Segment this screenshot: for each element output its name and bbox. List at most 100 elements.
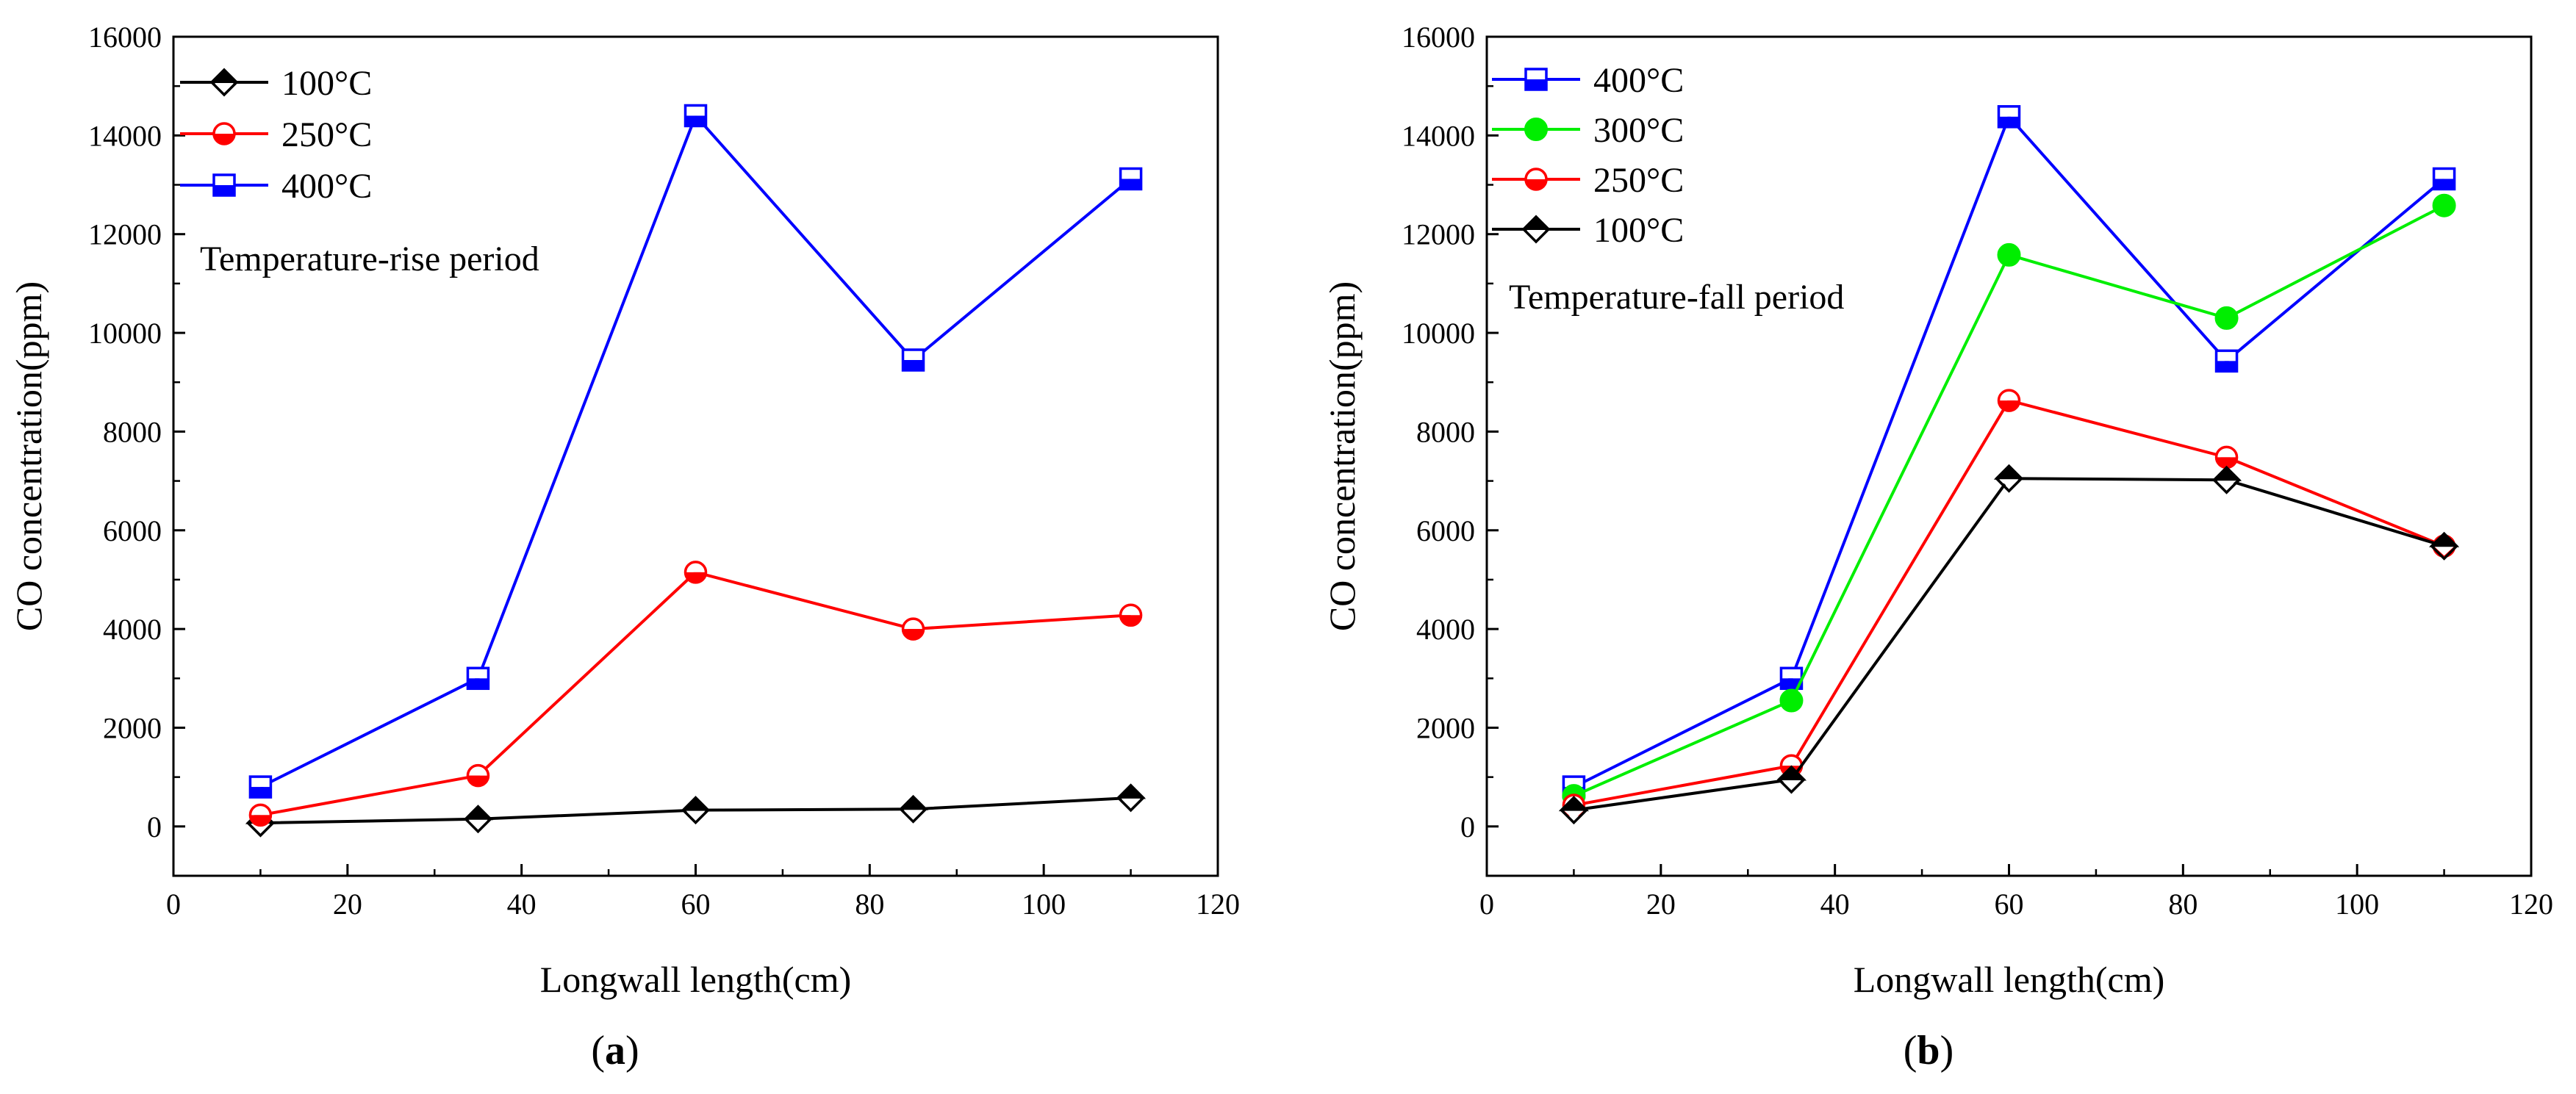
legend-label: 400°C [281,167,372,206]
series-250°C [1562,389,2456,817]
data-point-bottom [686,810,706,820]
y-tick-label: 2000 [1416,711,1475,744]
legend-marker-top [1521,215,1551,231]
data-point [2430,531,2459,561]
y-tick-label: 6000 [1416,514,1475,547]
data-point [681,796,710,825]
data-point-bottom [2217,481,2236,490]
x-tick-label: 120 [2509,888,2553,921]
data-point-bottom [1781,678,1802,689]
series-250°C [248,561,1143,827]
data-point [248,803,273,827]
y-tick-label: 16000 [1402,21,1475,54]
data-point [466,763,490,788]
legend-marker-bottom [1526,79,1546,90]
data-point-bottom [1120,179,1141,190]
data-point-top [1781,668,1802,679]
data-point-top [1993,464,2025,480]
data-point-top [1115,783,1147,799]
y-tick-label: 4000 [103,613,162,646]
y-tick-label: 4000 [1416,613,1475,646]
data-point-bottom [250,787,271,798]
plot-frame [172,35,1219,877]
x-tick-label: 100 [1022,888,1066,921]
data-point-bottom [1782,780,1801,790]
legend-marker-bottom [215,83,234,92]
series-line [260,570,1131,817]
data-point [1116,783,1146,813]
data-point-bottom [1998,116,2020,127]
data-point-top [897,795,929,810]
data-point-bottom [903,810,923,819]
legend: 100°C 250°C 400°C [180,64,372,206]
legend-marker [212,173,236,197]
x-tick-label: 80 [855,888,884,921]
legend-marker [1524,168,1548,191]
legend-label: 250°C [1593,161,1684,200]
data-point [1119,603,1143,627]
data-point [463,805,492,834]
data-point [2432,167,2456,191]
legend-marker [1521,215,1551,244]
data-point [466,666,490,691]
x-tick-label: 0 [166,888,181,921]
y-tick-label: 16000 [88,21,162,54]
data-point-top [1120,168,1141,179]
data-point-top [462,805,494,821]
data-point [684,104,708,128]
series-100°C [245,783,1147,838]
panel-a: 0 20 40 60 80 100 120 0 2000 4000 6000 8000 10000 120… [8,21,1240,1073]
data-point-bottom [251,824,270,833]
legend-label: 250°C [281,115,372,154]
x-tick-label: 60 [1995,888,2024,921]
data-point-bottom [1121,798,1141,807]
y-tick-label: 12000 [1402,218,1475,251]
data-point [2432,193,2456,217]
series-line [1573,114,2445,788]
data-point [1997,105,2021,129]
data-point-top [2216,350,2237,361]
x-tick-label: 100 [2335,888,2379,921]
data-point-bottom [467,678,489,689]
x-tick-label: 60 [681,888,711,921]
y-tick-label: 14000 [1402,119,1475,152]
legend-marker [1524,118,1548,141]
data-point-bottom [2434,547,2454,556]
legend-label: 100°C [281,64,372,103]
x-tick-label: 40 [1820,888,1850,921]
data-point [1997,242,2021,267]
data-point [1776,765,1806,794]
data-point [1995,464,2023,493]
data-point-bottom [685,115,706,126]
data-point-top [1998,106,2020,117]
legend-label: 400°C [1593,61,1684,100]
y-tick-label: 10000 [1402,317,1475,350]
legend-marker-top [214,175,234,185]
panel-letter: b [1917,1028,1940,1073]
data-point [1559,796,1588,825]
data-point-top [250,777,271,788]
data-point [248,775,273,799]
data-point [1997,389,2021,412]
y-tick-label: 8000 [103,415,162,448]
data-point-top [2211,466,2242,481]
x-tick-label: 0 [1479,888,1494,921]
legend-marker [212,122,236,145]
data-point [901,617,925,641]
series-400°C [248,104,1143,799]
y-axis-label: CO concentration(ppm) [8,281,49,631]
data-point-top [680,796,711,812]
y-tick-label: 0 [147,810,162,843]
data-point [2214,349,2239,373]
panel-label: (a) [591,1028,639,1073]
data-point-top [467,668,489,679]
series-300°C [1562,193,2456,808]
data-point-bottom [1999,479,2019,489]
data-point-bottom [2216,361,2237,372]
data-point-top [685,105,706,116]
data-point [1779,688,1804,713]
data-point-top [903,350,924,361]
legend-marker-top [1526,69,1546,79]
x-tick-label: 120 [1196,888,1240,921]
